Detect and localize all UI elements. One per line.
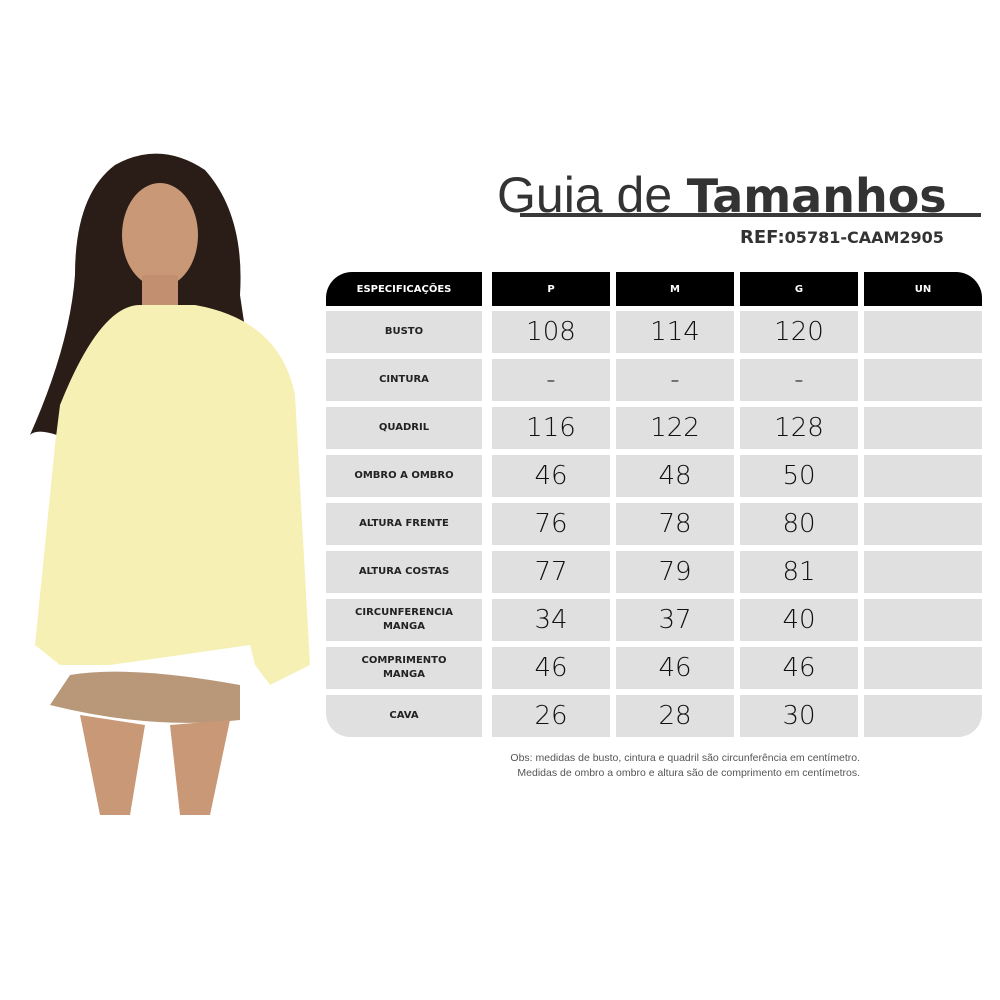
size-value: 116 xyxy=(492,407,610,449)
reference: REF:05781-CAAM2905 xyxy=(740,227,944,248)
size-value: 77 xyxy=(492,551,610,593)
column-header: G xyxy=(740,272,858,306)
size-value: - xyxy=(616,359,734,401)
model-photo xyxy=(20,145,320,825)
size-value: 79 xyxy=(616,551,734,593)
size-value xyxy=(864,455,982,497)
size-value xyxy=(864,503,982,545)
column-header: UN xyxy=(864,272,982,306)
ref-code: 05781-CAAM2905 xyxy=(784,228,944,247)
size-value xyxy=(864,407,982,449)
size-value: 120 xyxy=(740,311,858,353)
size-value: 122 xyxy=(616,407,734,449)
size-value: 46 xyxy=(616,647,734,689)
size-value: 46 xyxy=(492,647,610,689)
size-value: 28 xyxy=(616,695,734,737)
column-header: M xyxy=(616,272,734,306)
row-label: CAVA xyxy=(326,695,482,737)
size-value: 76 xyxy=(492,503,610,545)
size-value: 46 xyxy=(492,455,610,497)
size-value: 46 xyxy=(740,647,858,689)
size-value xyxy=(864,359,982,401)
row-label: COMPRIMENTO MANGA xyxy=(326,647,482,689)
row-label: QUADRIL xyxy=(326,407,482,449)
column-header: ESPECIFICAÇÕES xyxy=(326,272,482,306)
size-value: 34 xyxy=(492,599,610,641)
size-value xyxy=(864,311,982,353)
size-value xyxy=(864,551,982,593)
row-label: ALTURA COSTAS xyxy=(326,551,482,593)
size-value: 40 xyxy=(740,599,858,641)
row-label: CINTURA xyxy=(326,359,482,401)
size-value: 26 xyxy=(492,695,610,737)
size-value: 48 xyxy=(616,455,734,497)
size-value: 108 xyxy=(492,311,610,353)
size-value: - xyxy=(740,359,858,401)
ref-label: REF: xyxy=(740,227,785,248)
size-value xyxy=(864,599,982,641)
note-line: Medidas de ombro a ombro e altura são de… xyxy=(517,767,860,779)
note-line: Obs: medidas de busto, cintura e quadril… xyxy=(510,752,860,764)
row-label: CIRCUNFERENCIA MANGA xyxy=(326,599,482,641)
size-value: 128 xyxy=(740,407,858,449)
size-value xyxy=(864,647,982,689)
size-value: 114 xyxy=(616,311,734,353)
size-value: 78 xyxy=(616,503,734,545)
size-value xyxy=(864,695,982,737)
row-label: BUSTO xyxy=(326,311,482,353)
size-value: 80 xyxy=(740,503,858,545)
size-value: 37 xyxy=(616,599,734,641)
size-value: - xyxy=(492,359,610,401)
title-underline xyxy=(520,213,981,217)
size-value: 50 xyxy=(740,455,858,497)
notes: Obs: medidas de busto, cintura e quadril… xyxy=(420,751,860,781)
row-label: OMBRO A OMBRO xyxy=(326,455,482,497)
column-header: P xyxy=(492,272,610,306)
size-value: 30 xyxy=(740,695,858,737)
row-label: ALTURA FRENTE xyxy=(326,503,482,545)
size-value: 81 xyxy=(740,551,858,593)
